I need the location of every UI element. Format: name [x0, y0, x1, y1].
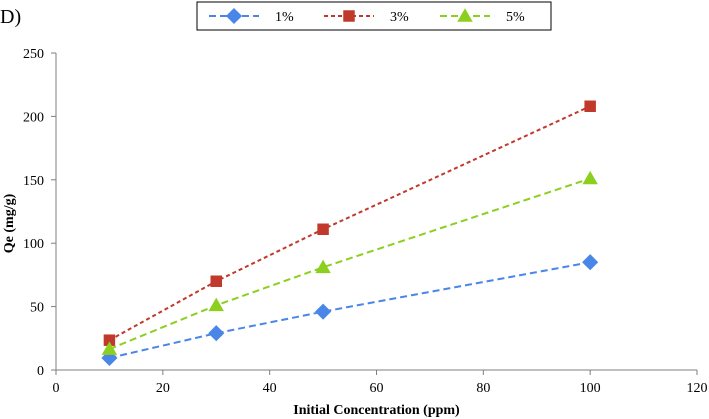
- x-tick-label: 80: [476, 381, 490, 396]
- x-axis-title: Initial Concentration (ppm): [293, 403, 460, 418]
- y-tick-label: 150: [23, 174, 44, 189]
- data-point-5%: [208, 297, 224, 312]
- legend-label-1%: 1%: [275, 10, 294, 25]
- x-tick-label: 0: [53, 381, 60, 396]
- x-tick-label: 60: [370, 381, 384, 396]
- series-line-3%: [108, 105, 591, 342]
- data-point-1%: [315, 303, 332, 320]
- y-tick-label: 250: [23, 47, 44, 62]
- legend-label-3%: 3%: [390, 10, 409, 25]
- x-tick-label: 120: [687, 381, 708, 396]
- legend-label-5%: 5%: [506, 10, 525, 25]
- series-line-5%: [109, 177, 591, 351]
- legend-marker-5%: [457, 8, 473, 22]
- panel-label: D): [0, 6, 22, 28]
- data-point-3%: [103, 334, 116, 346]
- x-tick-label: 40: [263, 381, 277, 396]
- data-point-3%: [584, 100, 596, 112]
- y-tick-label: 0: [37, 364, 44, 379]
- y-tick-label: 50: [30, 301, 44, 316]
- data-point-5%: [582, 170, 598, 185]
- data-point-5%: [101, 341, 118, 355]
- legend-marker-1%: [225, 7, 243, 25]
- data-point-3%: [317, 223, 329, 235]
- y-axis-title: Qe (mg/g): [2, 193, 17, 253]
- y-tick-label: 100: [23, 237, 44, 252]
- legend-marker-3%: [343, 10, 355, 22]
- data-point-3%: [210, 275, 222, 287]
- x-tick-label: 100: [580, 381, 601, 396]
- data-point-5%: [315, 259, 331, 274]
- x-tick-label: 20: [156, 381, 170, 396]
- data-point-1%: [101, 349, 118, 367]
- y-tick-label: 200: [23, 110, 44, 125]
- series-line-1%: [109, 261, 591, 359]
- data-point-1%: [582, 254, 599, 271]
- data-point-1%: [208, 325, 225, 342]
